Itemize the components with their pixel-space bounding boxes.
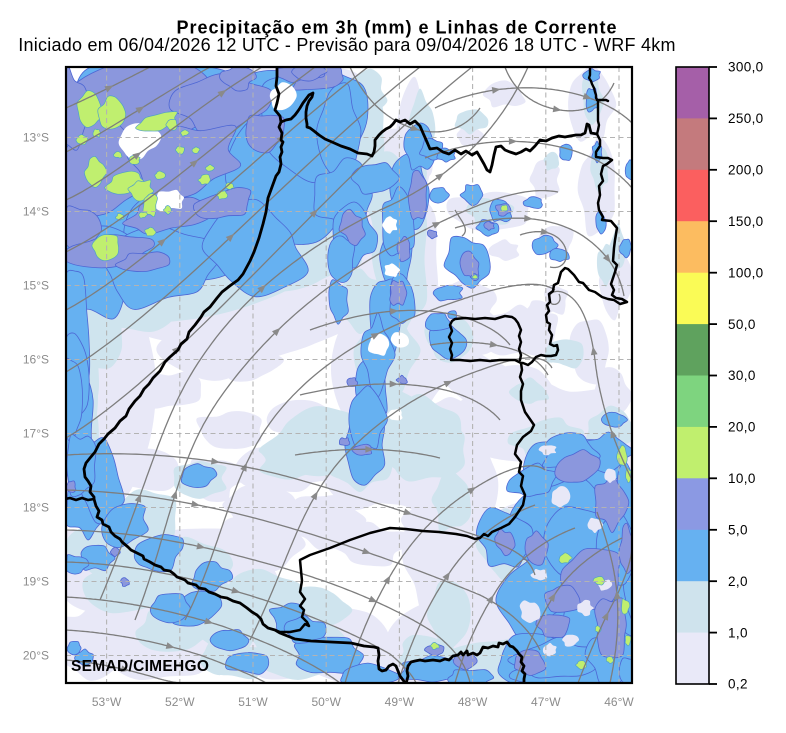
svg-text:20°S: 20°S: [23, 649, 49, 663]
svg-text:15°S: 15°S: [23, 279, 49, 293]
svg-text:150,0: 150,0: [728, 214, 764, 229]
svg-text:300,0: 300,0: [728, 60, 764, 75]
svg-text:1,0: 1,0: [728, 625, 748, 640]
svg-text:46°W: 46°W: [604, 695, 634, 709]
svg-text:47°W: 47°W: [531, 695, 561, 709]
svg-text:14°S: 14°S: [23, 205, 49, 219]
svg-text:30,0: 30,0: [728, 368, 756, 383]
svg-text:0,2: 0,2: [728, 677, 748, 692]
svg-text:5,0: 5,0: [728, 523, 748, 538]
svg-text:200,0: 200,0: [728, 163, 764, 178]
svg-text:100,0: 100,0: [728, 265, 764, 280]
svg-text:48°W: 48°W: [458, 695, 488, 709]
svg-text:Precipitação em 3h (mm) e Linh: Precipitação em 3h (mm) e Linhas de Corr…: [176, 18, 617, 38]
svg-text:13°S: 13°S: [23, 131, 49, 145]
svg-text:Iniciado em 06/04/2026 12 UTC: Iniciado em 06/04/2026 12 UTC - Previsão…: [18, 35, 676, 55]
svg-text:20,0: 20,0: [728, 420, 756, 435]
svg-text:53°W: 53°W: [92, 695, 122, 709]
svg-text:2,0: 2,0: [728, 574, 748, 589]
svg-text:51°W: 51°W: [238, 695, 268, 709]
svg-text:19°S: 19°S: [23, 575, 49, 589]
svg-text:SEMAD/CIMEHGO: SEMAD/CIMEHGO: [71, 658, 209, 675]
svg-text:10,0: 10,0: [728, 471, 756, 486]
svg-text:250,0: 250,0: [728, 111, 764, 126]
svg-text:52°W: 52°W: [165, 695, 195, 709]
svg-text:17°S: 17°S: [23, 427, 49, 441]
svg-text:50,0: 50,0: [728, 317, 756, 332]
svg-text:16°S: 16°S: [23, 353, 49, 367]
svg-text:18°S: 18°S: [23, 501, 49, 515]
svg-text:49°W: 49°W: [385, 695, 415, 709]
svg-text:50°W: 50°W: [311, 695, 341, 709]
